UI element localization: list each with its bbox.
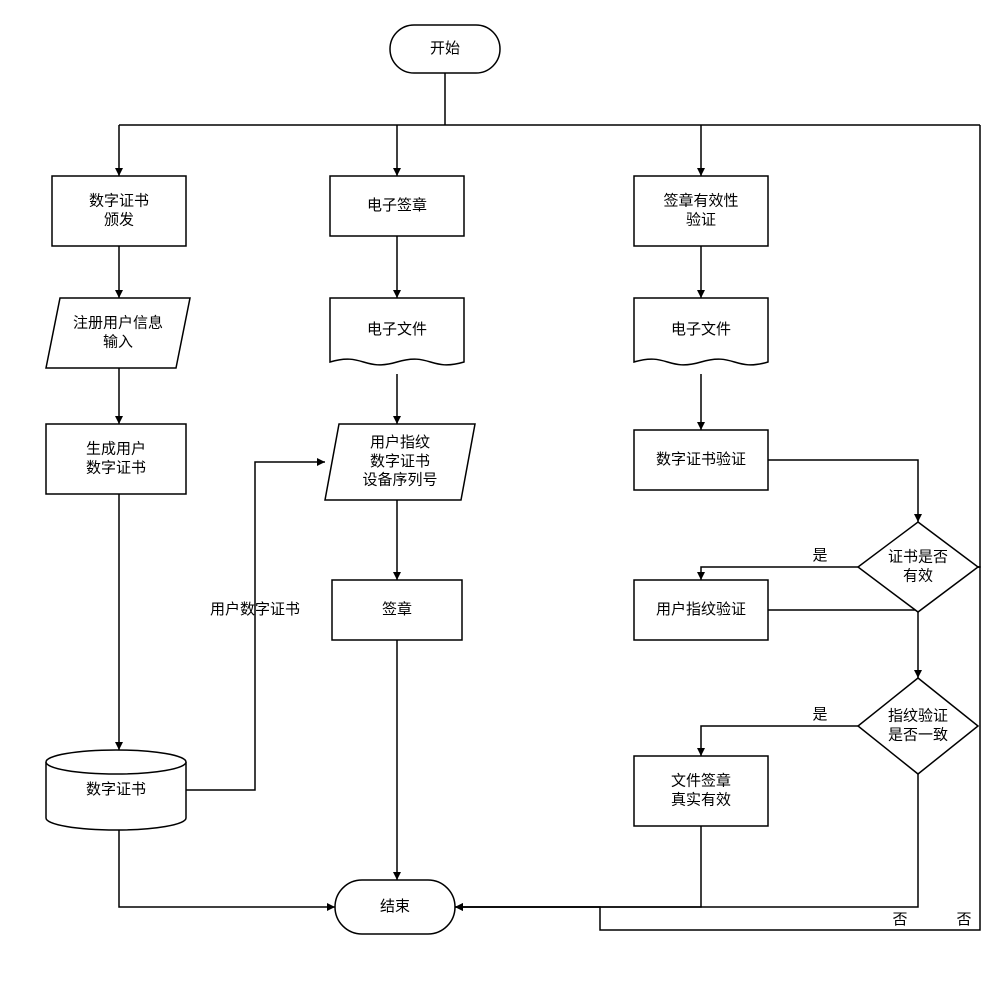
arrowhead: [115, 742, 123, 750]
edge-label: 否: [956, 911, 971, 928]
node-n_fpverify: 用户指纹验证: [634, 580, 768, 640]
node-n_filevalid: 文件签章真实有效: [634, 756, 768, 826]
svg-text:数字证书: 数字证书: [370, 453, 430, 470]
edge-label: 是: [812, 706, 827, 723]
arrowhead: [393, 290, 401, 298]
node-n_dbcert: 数字证书: [46, 750, 186, 830]
svg-text:设备序列号: 设备序列号: [362, 472, 437, 489]
arrowhead: [393, 872, 401, 880]
edge-label: 用户数字证书: [210, 601, 300, 618]
svg-text:文件签章: 文件签章: [671, 772, 731, 790]
node-n_certverify: 数字证书验证: [634, 430, 768, 490]
node-n_sign: 签章: [332, 580, 462, 640]
flow-edge: [978, 125, 980, 567]
flow-edge: [186, 462, 325, 790]
node-n_verify: 签章有效性验证: [634, 176, 768, 246]
svg-text:签章: 签章: [382, 600, 412, 618]
svg-text:电子签章: 电子签章: [367, 196, 427, 214]
flow-edge: [119, 830, 335, 907]
node-n_esign: 电子签章: [330, 176, 464, 236]
node-n_userinput: 注册用户信息输入: [46, 298, 190, 368]
svg-text:输入: 输入: [103, 333, 133, 350]
svg-text:真实有效: 真实有效: [671, 790, 731, 808]
svg-text:生成用户: 生成用户: [86, 441, 146, 458]
svg-text:用户指纹: 用户指纹: [370, 434, 430, 451]
arrowhead: [914, 670, 922, 678]
svg-text:数字证书验证: 数字证书验证: [656, 451, 746, 468]
svg-text:注册用户信息: 注册用户信息: [73, 315, 163, 332]
arrowhead: [697, 290, 705, 298]
svg-text:数字证书: 数字证书: [86, 459, 146, 476]
node-n_fpcert: 用户指纹数字证书设备序列号: [325, 424, 475, 500]
flow-edge: [768, 610, 918, 678]
node-end: 结束: [335, 880, 455, 934]
node-n_efile2: 电子文件: [330, 298, 464, 365]
arrowhead: [914, 514, 922, 522]
arrowhead: [455, 903, 463, 911]
node-n_gencert: 生成用户数字证书: [46, 424, 186, 494]
svg-text:电子文件: 电子文件: [367, 321, 427, 338]
svg-text:证书是否: 证书是否: [888, 549, 948, 566]
svg-text:签章有效性: 签章有效性: [663, 192, 738, 210]
node-d_certvalid: 证书是否有效: [858, 522, 978, 612]
arrowhead: [393, 168, 401, 176]
node-start: 开始: [390, 25, 500, 73]
flowchart-canvas: 用户数字证书是是否否开始数字证书颁发电子签章签章有效性验证注册用户信息输入电子文…: [0, 0, 1000, 987]
svg-text:验证: 验证: [686, 211, 716, 228]
svg-text:有效: 有效: [903, 567, 933, 584]
svg-text:指纹验证: 指纹验证: [888, 708, 948, 725]
arrowhead: [115, 168, 123, 176]
node-n_efile3: 电子文件: [634, 298, 768, 365]
node-n_cert_issue: 数字证书颁发: [52, 176, 186, 246]
flow-edge: [701, 567, 858, 580]
svg-text:数字证书: 数字证书: [89, 193, 149, 210]
svg-text:电子文件: 电子文件: [671, 321, 731, 338]
arrowhead: [697, 572, 705, 580]
edge-label: 是: [812, 547, 827, 564]
svg-text:用户指纹验证: 用户指纹验证: [656, 601, 746, 618]
arrowhead: [115, 290, 123, 298]
arrowhead: [393, 416, 401, 424]
flow-edge: [768, 460, 918, 522]
svg-text:是否一致: 是否一致: [888, 726, 948, 743]
arrowhead: [317, 458, 325, 466]
arrowhead: [697, 748, 705, 756]
arrowhead: [115, 416, 123, 424]
flow-edge: [455, 826, 701, 907]
arrowhead: [697, 422, 705, 430]
svg-text:数字证书: 数字证书: [86, 781, 146, 798]
arrowhead: [393, 572, 401, 580]
node-d_fpmatch: 指纹验证是否一致: [858, 678, 978, 774]
svg-text:结束: 结束: [380, 898, 410, 915]
arrowhead: [327, 903, 335, 911]
svg-text:开始: 开始: [430, 40, 460, 57]
edge-label: 否: [892, 911, 907, 928]
arrowhead: [697, 168, 705, 176]
flow-edge: [701, 726, 858, 756]
svg-text:颁发: 颁发: [104, 211, 134, 228]
